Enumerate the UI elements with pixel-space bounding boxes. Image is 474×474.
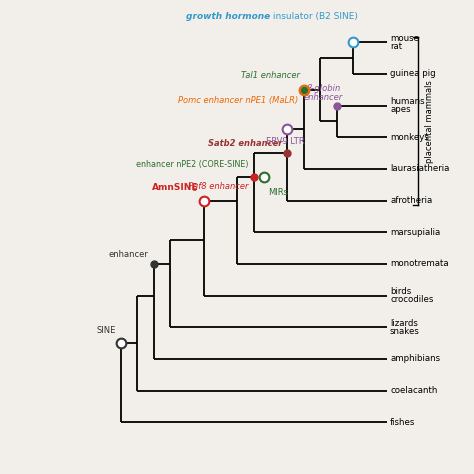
Text: guinea pig: guinea pig <box>390 69 436 78</box>
Text: mouse
rat: mouse rat <box>390 34 419 51</box>
Text: humans
apes: humans apes <box>390 97 425 114</box>
Text: β-globin
enhancer: β-globin enhancer <box>304 84 343 102</box>
Text: afrotheria: afrotheria <box>390 196 432 205</box>
Text: laurasiatheria: laurasiatheria <box>390 164 449 173</box>
Text: Satb2 enhancer: Satb2 enhancer <box>208 139 282 148</box>
Text: Tal1 enhancer: Tal1 enhancer <box>241 71 300 80</box>
Text: placental mammals: placental mammals <box>425 80 434 163</box>
Text: enhancer: enhancer <box>109 250 149 259</box>
Text: monkeys: monkeys <box>390 133 429 142</box>
Text: lizards
snakes: lizards snakes <box>390 319 420 336</box>
Text: SINE: SINE <box>96 326 116 335</box>
Text: Pomc enhancer nPE1 (MaLR): Pomc enhancer nPE1 (MaLR) <box>178 96 299 105</box>
Text: monotremata: monotremata <box>390 259 448 268</box>
Text: insulator (B2 SINE): insulator (B2 SINE) <box>270 12 358 21</box>
Text: enhancer nPE2 (CORE-SINE): enhancer nPE2 (CORE-SINE) <box>136 160 249 169</box>
Text: amphibians: amphibians <box>390 355 440 364</box>
Text: birds
crocodiles: birds crocodiles <box>390 287 433 304</box>
Text: AmnSINE: AmnSINE <box>152 183 199 192</box>
Text: marsupialia: marsupialia <box>390 228 440 237</box>
Text: MIRs: MIRs <box>269 188 289 197</box>
Text: fishes: fishes <box>390 418 415 427</box>
Text: coelacanth: coelacanth <box>390 386 438 395</box>
Text: Fgf8 enhancer: Fgf8 enhancer <box>188 182 249 191</box>
Text: growth hormone: growth hormone <box>186 12 270 21</box>
Text: ERV9 LTR: ERV9 LTR <box>266 137 304 146</box>
